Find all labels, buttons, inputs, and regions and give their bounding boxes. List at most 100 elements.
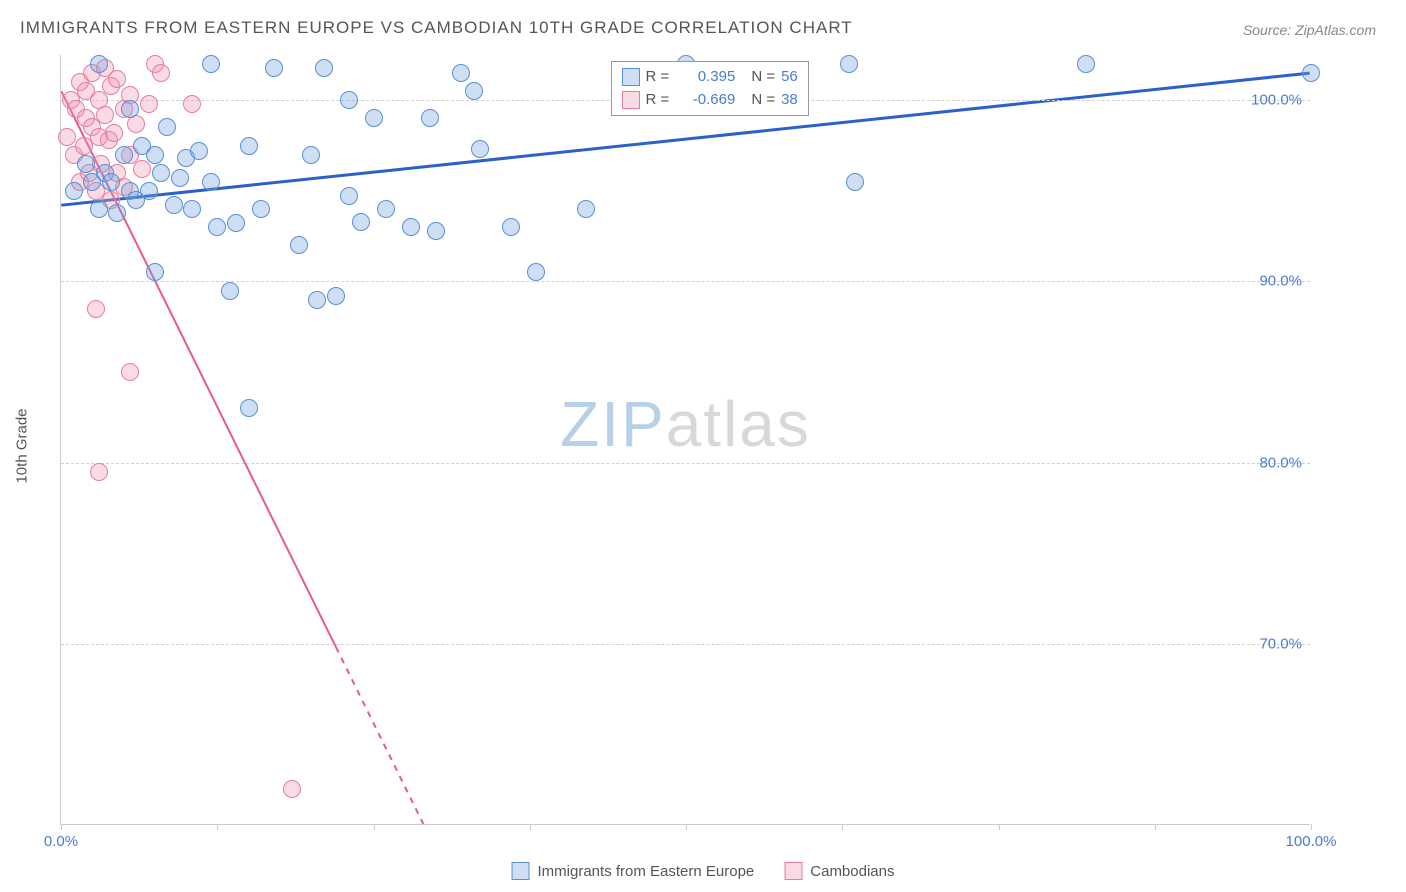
blue-point [90,55,108,73]
blue-swatch-icon [622,68,640,86]
blue-point [265,59,283,77]
pink-point [87,300,105,318]
blue-point [502,218,520,236]
blue-point [227,214,245,232]
blue-point [102,173,120,191]
blue-point [115,146,133,164]
blue-point [240,399,258,417]
watermark-part2: atlas [666,388,811,460]
regression-lines [61,55,1310,824]
blue-point [846,173,864,191]
x-tick [374,824,375,830]
x-tick-label: 100.0% [1286,833,1337,850]
blue-point [240,137,258,155]
blue-point [290,236,308,254]
blue-point [190,142,208,160]
blue-point [65,182,83,200]
source-label: Source: ZipAtlas.com [1243,22,1376,38]
blue-point [90,200,108,218]
blue-point [352,213,370,231]
n-label: N = [751,66,775,89]
x-tick [217,824,218,830]
x-tick [686,824,687,830]
legend-item-blue: Immigrants from Eastern Europe [512,862,755,880]
gridline [61,463,1310,464]
legend-swatch-pink [784,862,802,880]
gridline [61,281,1310,282]
pink-point [183,95,201,113]
y-tick-label: 100.0% [1251,92,1302,109]
blue-point [340,91,358,109]
r-value: 0.395 [675,66,735,89]
watermark-part1: ZIP [560,388,666,460]
blue-point [202,173,220,191]
chart-container: IMMIGRANTS FROM EASTERN EUROPE VS CAMBOD… [0,0,1406,892]
x-tick [1155,824,1156,830]
blue-point [146,146,164,164]
y-tick-label: 80.0% [1259,454,1302,471]
blue-point [140,182,158,200]
blue-point [327,287,345,305]
pink-point [58,128,76,146]
pink-point [140,95,158,113]
stats-row-pink: R =-0.669N =38 [622,89,798,112]
blue-point [165,196,183,214]
gridline [61,644,1310,645]
legend-label-pink: Cambodians [810,863,894,880]
pink-point [90,463,108,481]
y-tick-label: 70.0% [1259,635,1302,652]
blue-point [340,187,358,205]
plot-area: ZIPatlas 70.0%80.0%90.0%100.0%0.0%100.0%… [60,55,1310,825]
blue-point [108,204,126,222]
blue-point [1302,64,1320,82]
blue-point [308,291,326,309]
y-tick-label: 90.0% [1259,273,1302,290]
blue-point [152,164,170,182]
blue-point [77,155,95,173]
blue-point [421,109,439,127]
blue-point [427,222,445,240]
blue-point [208,218,226,236]
blue-point [315,59,333,77]
bottom-legend: Immigrants from Eastern Europe Cambodian… [512,862,895,880]
stats-legend: R =0.395 N = 56R =-0.669N =38 [611,61,809,116]
pink-point [133,160,151,178]
blue-point [221,282,239,300]
blue-point [840,55,858,73]
legend-item-pink: Cambodians [784,862,894,880]
blue-point [171,169,189,187]
pink-point [105,124,123,142]
x-tick [999,824,1000,830]
pink-point [96,106,114,124]
pink-point [152,64,170,82]
blue-point [465,82,483,100]
legend-swatch-blue [512,862,530,880]
r-label: R = [646,89,670,112]
blue-point [365,109,383,127]
watermark: ZIPatlas [560,387,811,461]
blue-point [183,200,201,218]
pink-point [283,780,301,798]
x-tick [530,824,531,830]
pink-point [108,70,126,88]
x-tick [61,824,62,830]
blue-point [471,140,489,158]
n-value: 56 [781,66,798,89]
blue-point [377,200,395,218]
x-tick [842,824,843,830]
blue-point [577,200,595,218]
blue-point [158,118,176,136]
blue-point [302,146,320,164]
x-tick-label: 0.0% [44,833,78,850]
x-tick [1311,824,1312,830]
blue-point [452,64,470,82]
r-label: R = [646,66,670,89]
n-label: N = [751,89,775,112]
pink-point [121,363,139,381]
legend-label-blue: Immigrants from Eastern Europe [538,863,755,880]
stats-row-blue: R =0.395 N = 56 [622,66,798,89]
blue-point [527,263,545,281]
chart-title: IMMIGRANTS FROM EASTERN EUROPE VS CAMBOD… [20,18,853,38]
blue-point [146,263,164,281]
blue-point [1077,55,1095,73]
